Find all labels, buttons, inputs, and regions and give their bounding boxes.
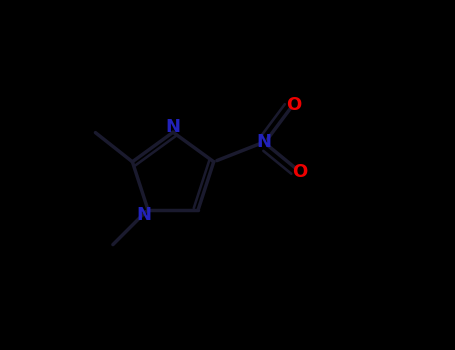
- Text: O: O: [292, 162, 307, 181]
- Text: O: O: [286, 96, 301, 114]
- Text: N: N: [136, 206, 152, 224]
- Text: N: N: [257, 133, 272, 151]
- Text: N: N: [166, 118, 181, 136]
